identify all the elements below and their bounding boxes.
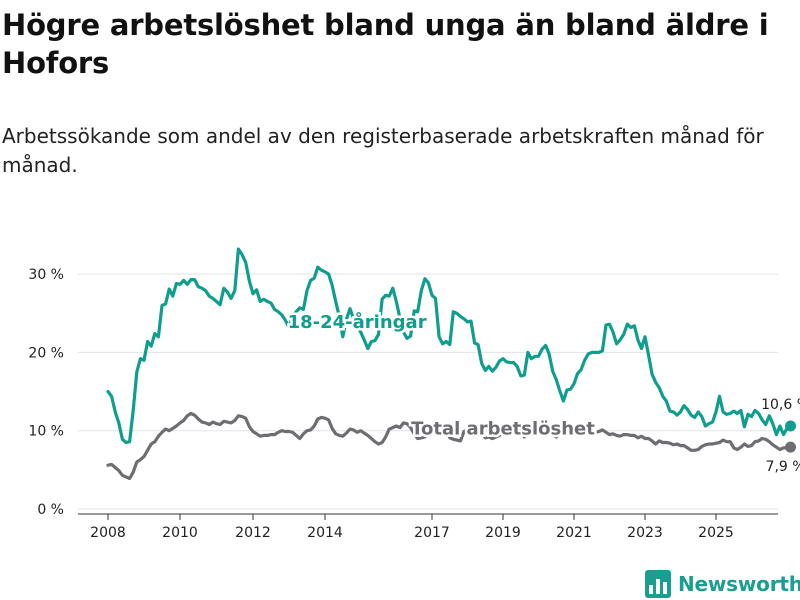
end-marker-total — [785, 441, 797, 453]
end-marker-youth — [785, 420, 797, 432]
x-tick-label: 2010 — [162, 525, 198, 541]
y-tick-label: 30 % — [28, 267, 64, 283]
x-tick-label: 2019 — [485, 525, 521, 541]
series-line-total — [106, 411, 793, 481]
bar-chart-logo-icon — [645, 570, 671, 598]
series-lines — [106, 247, 797, 481]
brand-name: Newsworthy — [678, 572, 800, 596]
series-label-total: Total arbetslöshet — [411, 419, 595, 440]
series-labels: 18-24-åringar Total arbetslöshet 10,6 % 7,9… — [285, 309, 800, 477]
end-value-label-youth: 10,6 % — [761, 397, 800, 413]
gridlines — [78, 273, 778, 510]
series-line-youth — [106, 247, 793, 445]
end-value-label-total: 7,9 % — [766, 459, 800, 475]
y-tick-label: 20 % — [28, 345, 64, 361]
x-tick-label: 2012 — [235, 525, 271, 541]
x-tick-label: 2025 — [698, 525, 734, 541]
y-tick-label: 10 % — [28, 424, 64, 440]
series-label-youth: 18-24-åringar — [288, 311, 427, 333]
x-tick-label: 2023 — [627, 525, 663, 541]
brand-logo: Newsworthy — [645, 569, 800, 599]
x-tick-label: 2021 — [556, 525, 592, 541]
chart-subtitle: Arbetssökande som andel av den registerb… — [2, 124, 764, 177]
x-tick-label: 2008 — [90, 525, 126, 541]
axes: 0 % 10 % 20 % 30 % 2008 2010 2012 2014 2017 2019 2… — [28, 267, 778, 541]
y-tick-label: 0 % — [37, 502, 64, 518]
x-tick-label: 2017 — [414, 525, 450, 541]
chart-title: Högre arbetslöshet bland unga än bland ä… — [2, 8, 769, 80]
x-tick-label: 2014 — [307, 525, 343, 541]
